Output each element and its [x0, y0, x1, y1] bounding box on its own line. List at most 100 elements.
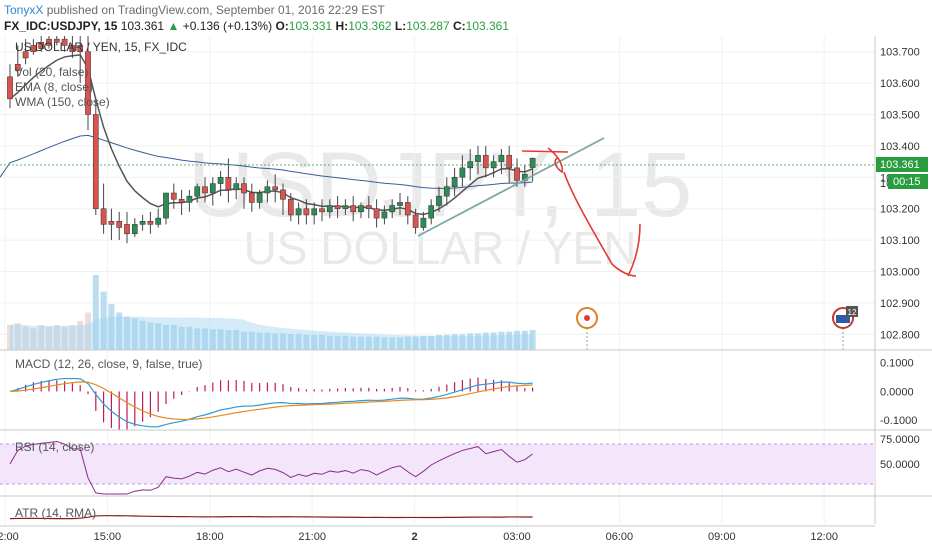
- volume-bar: [108, 304, 115, 350]
- atr-line: [9, 515, 533, 520]
- trendline[interactable]: [417, 137, 605, 237]
- candle: [482, 155, 489, 169]
- candle: [412, 214, 419, 228]
- chart-canvas[interactable]: USDJPY, 15 US DOLLAR / YEN US DOLLAR / Y…: [0, 36, 932, 550]
- candle: [100, 208, 107, 225]
- candle: [209, 183, 216, 194]
- candle: [397, 202, 403, 206]
- atr-legend: ATR (14, RMA): [15, 506, 96, 520]
- rsi-band: [0, 444, 875, 484]
- candle: [163, 192, 169, 219]
- time-label-0: 12:00: [0, 531, 19, 543]
- macd-pane: 0.1000 0.0000 -0.1000 MACD (12, 26, close,…: [0, 349, 932, 430]
- freehand-drawing[interactable]: [521, 147, 641, 277]
- event-count-badge: [846, 306, 858, 317]
- close-label: C:: [452, 19, 466, 33]
- volume-bar: [311, 335, 318, 350]
- candle: [92, 114, 99, 209]
- candle: [459, 167, 466, 178]
- volume-bar: [92, 275, 99, 350]
- time-label-1: 15:00: [94, 531, 122, 543]
- watermark-name: US DOLLAR / YEN: [244, 222, 637, 274]
- candle: [147, 221, 154, 225]
- volume-bar: [412, 336, 419, 350]
- symbol-name[interactable]: FX_IDC:USDJPY, 15: [4, 19, 118, 33]
- candle: [443, 186, 450, 197]
- volume-bar: [209, 329, 216, 350]
- time-label-3: 21:00: [298, 531, 326, 543]
- volume-bar: [397, 337, 403, 350]
- volume-bar: [272, 333, 279, 350]
- candle: [280, 189, 286, 200]
- watermark-symbol: USDJPY, 15: [188, 134, 693, 236]
- symbol-bar: FX_IDC:USDJPY, 15 103.361 ▲ +0.136 (+0.1…: [4, 19, 509, 33]
- candle: [319, 208, 325, 213]
- candle: [287, 199, 294, 216]
- volume-bar: [280, 333, 286, 350]
- volume-bar: [147, 322, 154, 350]
- volume-bar: [467, 333, 474, 350]
- candle: [420, 217, 427, 228]
- rsi-tick-0: 75.0000: [880, 434, 920, 446]
- volume-bar: [178, 326, 185, 350]
- candle: [303, 208, 310, 216]
- volume-bar: [131, 318, 138, 350]
- candle: [61, 38, 68, 46]
- rsi-legend: RSI (14, close): [15, 440, 94, 454]
- volume-bar: [428, 335, 435, 350]
- volume-bar: [350, 336, 357, 350]
- wma-legend: WMA (150, close): [15, 95, 110, 109]
- volume-bar: [319, 335, 325, 350]
- last-price-tag-text: 103.361: [880, 159, 920, 171]
- atr-pane: ATR (14, RMA): [0, 495, 932, 520]
- candle: [326, 205, 333, 213]
- volume-bar: [381, 337, 388, 350]
- signal-line: [9, 381, 533, 421]
- rsi-line: [9, 441, 533, 495]
- candle: [514, 167, 520, 181]
- volume-bar: [241, 331, 247, 350]
- candle: [178, 199, 185, 203]
- volume-bar: [389, 337, 396, 350]
- ema-polyline: [9, 54, 533, 216]
- candle: [248, 192, 255, 203]
- volume-bar: [451, 334, 458, 350]
- volume-bar: [521, 330, 528, 350]
- volume-bar: [30, 328, 37, 350]
- rsi-pane: 75.0000 50.0000 RSI (14, close): [0, 429, 932, 495]
- time-axis[interactable]: 12:00 15:00 18:00 21:00 2 03:00 06:00 09:00 12:0…: [0, 525, 875, 543]
- volume-bar: [233, 330, 240, 350]
- volume-bar: [373, 336, 380, 350]
- candle: [108, 221, 115, 225]
- volume-bar: [475, 333, 481, 350]
- price-tick-2: 103.500: [880, 110, 920, 122]
- volume-ma-area: [10, 316, 533, 350]
- close-value: 103.361: [465, 19, 510, 33]
- volume-bar: [358, 336, 364, 350]
- volume-bar: [459, 334, 466, 350]
- volume-bar: [436, 335, 442, 350]
- price-tick-1: 103.600: [880, 78, 920, 90]
- candle: [381, 211, 388, 219]
- candle: [85, 51, 91, 115]
- macd-tick-1: 0.0000: [880, 386, 914, 398]
- price-axis[interactable]: 103.700103.600103.500103.400103.300103.2…: [874, 36, 928, 524]
- price-tick-8: 102.900: [880, 298, 920, 310]
- change-arrow-icon: ▲: [167, 19, 180, 33]
- candle: [365, 205, 372, 209]
- rsi-tick-1: 50.0000: [880, 459, 920, 471]
- volume-bar: [85, 312, 91, 350]
- candle: [46, 38, 52, 46]
- volume-bar: [202, 328, 208, 350]
- candle: [77, 45, 84, 52]
- event-markers[interactable]: 12: [576, 306, 858, 350]
- candle: [170, 192, 177, 200]
- author-link[interactable]: TonyxX: [4, 3, 44, 17]
- candle: [116, 221, 123, 228]
- candle: [272, 186, 279, 191]
- volume-bar: [100, 291, 107, 350]
- candle: [451, 177, 458, 187]
- candle: [69, 45, 76, 52]
- volume-bar: [163, 325, 169, 350]
- volume-bar: [443, 335, 450, 350]
